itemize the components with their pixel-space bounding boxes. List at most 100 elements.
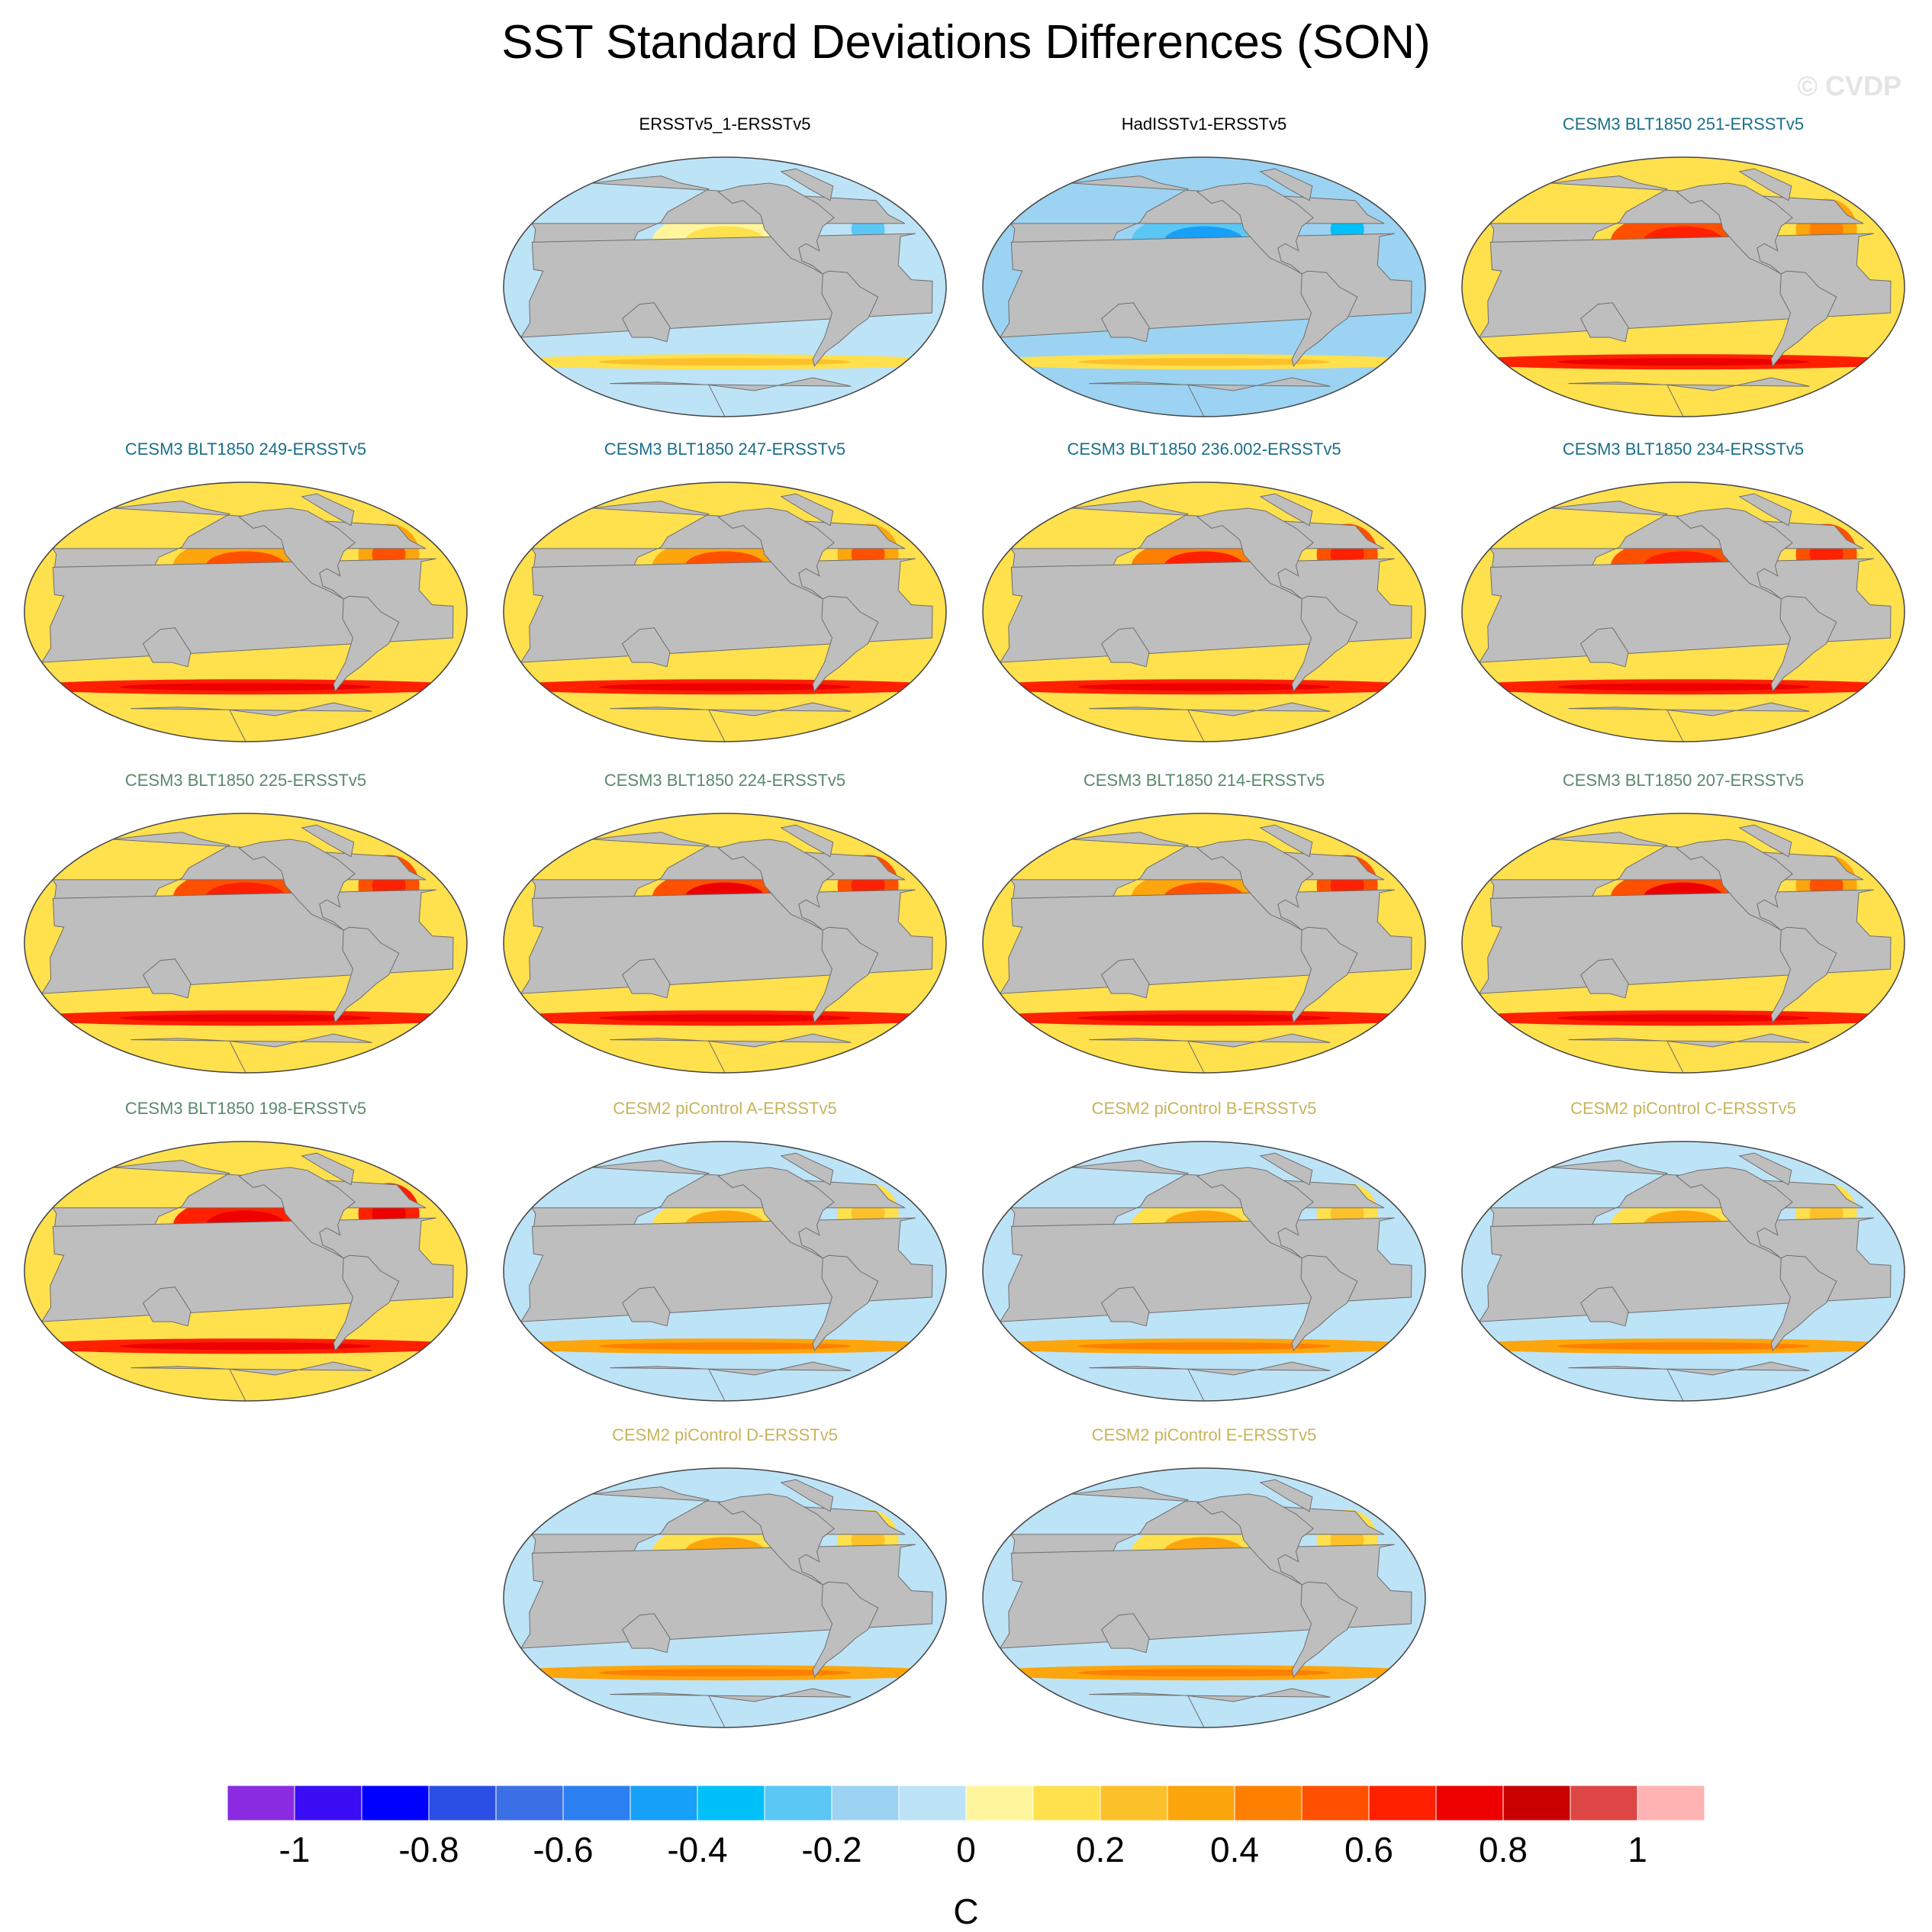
land-mass <box>610 377 852 417</box>
panel-title: CESM3 BLT1850 251-ERSSTv5 <box>1562 114 1805 134</box>
anomaly-core <box>1078 1669 1330 1677</box>
map-border <box>24 1141 468 1402</box>
land-mass <box>610 702 852 742</box>
map-border <box>982 481 1426 742</box>
colorbar-swatch <box>898 1785 967 1821</box>
colorbar-swatch <box>1637 1785 1705 1821</box>
colorbar-tick-label: -0.2 <box>801 1830 861 1869</box>
colorbar-swatch <box>1234 1785 1302 1821</box>
map-svg <box>503 1141 947 1402</box>
panel-title: CESM3 BLT1850 249-ERSSTv5 <box>124 440 367 459</box>
map-panel: CESM3 BLT1850 224-ERSSTv5 <box>488 771 961 1091</box>
colorbar-tick-label: 1 <box>1628 1830 1647 1869</box>
colorbar-unit: C <box>953 1892 979 1931</box>
land-mass <box>333 1254 400 1352</box>
land-mass <box>1738 493 1792 526</box>
panel-title: CESM3 BLT1850 214-ERSSTv5 <box>1083 771 1325 790</box>
map-border <box>982 1467 1426 1728</box>
anomaly-core <box>120 683 372 691</box>
land-mass <box>40 558 454 663</box>
land-mass <box>1259 1479 1313 1512</box>
land-mass <box>238 839 356 931</box>
land-mass <box>1291 926 1358 1024</box>
colorbar-swatch <box>630 1785 698 1821</box>
land-mass <box>1196 1493 1314 1586</box>
land-mass <box>999 1544 1412 1649</box>
land-mass <box>1259 168 1313 201</box>
anomaly-core <box>599 1669 851 1677</box>
panel-title: CESM3 BLT1850 247-ERSSTv5 <box>604 440 846 459</box>
map-border <box>503 1467 947 1728</box>
anomaly-core <box>120 1014 372 1022</box>
land-mass <box>812 926 879 1024</box>
land-mass <box>333 595 400 693</box>
colorbar-swatch <box>1570 1785 1638 1821</box>
land-mass <box>621 627 671 668</box>
land-mass <box>780 1152 834 1186</box>
land-mass <box>520 889 933 994</box>
land-mass <box>1770 1254 1837 1352</box>
land-mass <box>812 1581 879 1679</box>
panel-title: CESM2 piControl C-ERSSTv5 <box>1570 1099 1796 1118</box>
map-border <box>982 813 1426 1074</box>
land-mass <box>1196 507 1314 600</box>
map-border <box>1461 156 1905 417</box>
panel-title: CESM3 BLT1850 198-ERSSTv5 <box>124 1099 367 1118</box>
map-border <box>982 1141 1426 1402</box>
land-mass <box>520 558 933 663</box>
land-mass <box>1738 168 1792 201</box>
panel-title: CESM2 piControl A-ERSSTv5 <box>613 1099 837 1118</box>
land-mass <box>621 1613 671 1653</box>
colorbar-swatch <box>831 1785 900 1821</box>
land-mass <box>812 270 879 368</box>
colorbar-tick-label: -0.6 <box>533 1830 593 1869</box>
land-mass <box>1568 1361 1810 1401</box>
colorbar-swatch <box>1167 1785 1235 1821</box>
land-mass <box>999 1217 1412 1322</box>
map-panel: CESM3 BLT1850 249-ERSSTv5 <box>9 440 482 760</box>
map-panel: CESM2 piControl D-ERSSTv5 <box>488 1425 961 1746</box>
land-mass <box>812 1254 879 1352</box>
map-svg <box>24 1141 468 1402</box>
land-mass <box>1100 1286 1150 1327</box>
colorbar-swatch <box>495 1785 564 1821</box>
map-border <box>503 481 947 742</box>
land-mass <box>1089 377 1331 417</box>
map-panel: CESM3 BLT1850 236.002-ERSSTv5 <box>968 440 1441 760</box>
land-mass <box>1770 926 1837 1024</box>
chart-title: SST Standard Deviations Differences (SON… <box>501 16 1431 69</box>
panel-title: CESM2 piControl D-ERSSTv5 <box>612 1425 838 1444</box>
colorbar-swatch <box>697 1785 765 1821</box>
map-panel: CESM3 BLT1850 214-ERSSTv5 <box>968 771 1441 1091</box>
land-mass <box>1259 1152 1313 1186</box>
land-mass <box>1478 558 1892 663</box>
land-mass <box>780 1479 834 1512</box>
map-panel: CESM2 piControl B-ERSSTv5 <box>968 1099 1441 1419</box>
land-mass <box>999 558 1412 663</box>
anomaly-core <box>1557 358 1809 366</box>
map-panel: CESM3 BLT1850 251-ERSSTv5 <box>1447 114 1920 435</box>
land-mass <box>1291 270 1358 368</box>
colorbar-tick-label: 0.4 <box>1210 1830 1259 1869</box>
panel-title: CESM3 BLT1850 234-ERSSTv5 <box>1562 440 1805 459</box>
panel-title: HadISSTv1-ERSSTv5 <box>1121 114 1287 134</box>
land-mass <box>1579 1286 1629 1327</box>
land-mass <box>621 302 671 343</box>
land-mass <box>999 233 1412 338</box>
land-mass <box>40 1217 454 1322</box>
anomaly-core <box>1557 1014 1809 1022</box>
land-mass <box>1089 1688 1331 1728</box>
map-svg <box>1461 156 1905 417</box>
panel-title: CESM3 BLT1850 225-ERSSTv5 <box>124 771 367 790</box>
map-panel: CESM2 piControl A-ERSSTv5 <box>488 1099 961 1419</box>
colorbar-tick-label: 0.6 <box>1344 1830 1393 1869</box>
land-mass <box>520 1544 933 1649</box>
map-svg <box>503 481 947 742</box>
panel-title: CESM2 piControl B-ERSSTv5 <box>1091 1099 1317 1118</box>
land-mass <box>1100 627 1150 668</box>
land-mass <box>130 1361 372 1401</box>
land-mass <box>238 1167 356 1259</box>
panel-title: ERSSTv5_1-ERSSTv5 <box>639 114 811 134</box>
colorbar-swatch <box>1032 1785 1101 1821</box>
